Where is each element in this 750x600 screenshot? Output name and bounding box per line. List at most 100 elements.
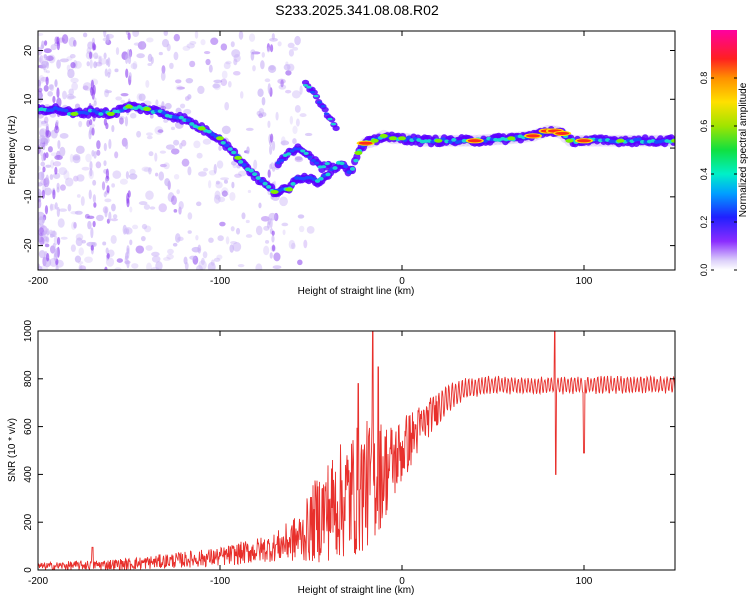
noise-blob [283,64,291,71]
spectrogram-x-label: Height of straight line (km) [298,286,415,297]
noise-blob [38,32,44,37]
noise-blob [238,31,244,40]
ridge-core [318,176,324,181]
noise-blob [71,82,78,91]
noise-streak [271,166,276,172]
noise-blob [195,234,199,241]
noise-blob [233,58,238,66]
noise-blob [38,199,42,209]
noise-blob [200,257,205,266]
noise-blob [122,224,127,235]
noise-blob [215,181,223,189]
noise-blob [288,49,295,57]
noise-blob [81,166,90,171]
noise-blob [114,151,119,159]
noise-blob [173,139,180,146]
noise-blob [183,108,192,115]
noise-blob [38,47,43,56]
noise-blob [115,47,120,56]
noise-streak [89,160,93,171]
noise-blob [63,170,70,181]
noise-streak [44,139,49,146]
noise-streak [56,206,60,218]
noise-blob [69,53,76,59]
noise-blob [298,225,305,233]
noise-streak [269,252,273,259]
snr-y-tick-label: 800 [23,370,34,387]
noise-blob [154,152,158,162]
noise-blob [73,221,77,229]
ridge-point [434,138,443,143]
noise-blob [164,178,170,187]
noise-blob [245,219,250,224]
spectrogram-y-tick-label: -20 [23,238,34,253]
noise-blob [275,111,279,121]
noise-blob [167,248,174,255]
noise-blob [98,56,102,65]
ridge-point [70,111,79,116]
noise-streak [126,192,130,204]
noise-blob [129,112,137,119]
noise-blob [160,71,166,81]
noise-streak [52,242,56,251]
noise-streak [128,51,132,60]
noise-blob [69,153,74,163]
noise-blob [208,64,213,73]
noise-blob [87,220,92,230]
noise-blob [45,164,52,168]
noise-blob [38,93,43,100]
noise-blob [104,198,112,203]
noise-blob [135,245,145,254]
noise-streak [90,227,94,239]
noise-blob [237,264,245,268]
noise-blob [175,233,181,243]
noise-streak [46,228,50,236]
noise-blob [67,68,75,79]
ridge-point [106,111,115,116]
ridge-point [671,138,675,143]
noise-blob [196,201,202,207]
ridge-point [234,155,243,160]
noise-blob [158,51,163,56]
noise-blob [232,242,242,252]
ridge-core [49,108,55,112]
colorbar-tick-label: 0.8 [699,72,709,85]
noise-blob [110,218,119,222]
noise-blob [250,49,256,55]
noise-blob [221,70,228,79]
noise-blob [282,229,286,236]
noise-blob [130,63,138,70]
noise-blob [38,57,42,63]
ridge-core [227,147,233,151]
noise-blob [164,102,172,110]
noise-blob [238,170,247,177]
ridge-core [332,166,338,170]
noise-blob [67,203,72,212]
noise-blob [172,242,178,247]
noise-streak [53,253,57,262]
noise-blob [281,222,289,227]
ridge-core [252,172,258,177]
noise-blob [151,255,161,263]
noise-blob [169,62,174,69]
noise-blob [136,130,142,138]
noise-blob [84,213,90,219]
snr-y-tick-label: 600 [23,418,34,435]
noise-blob [163,162,170,170]
noise-blob [120,99,126,104]
noise-streak [267,83,271,94]
noise-streak [103,191,107,198]
noise-streak [125,228,130,235]
noise-blob [49,203,54,212]
ridge-point [379,133,388,138]
noise-blob [173,209,178,213]
noise-streak [125,171,130,180]
noise-blob [119,117,124,125]
noise-blob [74,255,82,263]
ridge-point [270,189,279,194]
noise-blob [182,45,191,51]
noise-blob [294,156,304,163]
noise-blob [224,101,230,111]
noise-blob [220,43,228,51]
